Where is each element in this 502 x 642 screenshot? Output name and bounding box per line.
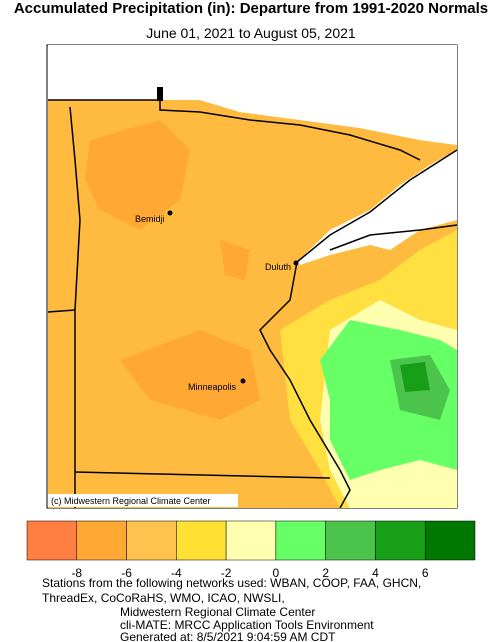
legend-swatch — [275, 520, 326, 561]
credit: (c) Midwestern Regional Climate Center — [51, 496, 211, 506]
city-label: Minneapolis — [188, 382, 237, 392]
footer-line: Generated at: 8/5/2021 9:04:59 AM CDT — [120, 630, 336, 642]
legend-swatch — [126, 520, 177, 561]
legend-tick-label: 0 — [273, 566, 280, 580]
legend-swatch — [225, 520, 277, 561]
legend: -8 -6 -4 -2 0 2 4 6 — [26, 520, 476, 580]
legend-swatch — [76, 520, 127, 561]
map: Bemidji Duluth Minneapolis (c) Midwester… — [46, 44, 458, 509]
legend-tick-label: 4 — [372, 566, 379, 580]
legend-tick-label: 6 — [422, 566, 429, 580]
footer-line: cli-MATE: MRCC Application Tools Environ… — [120, 618, 374, 632]
city-label: Bemidji — [135, 214, 165, 224]
legend-tick-label: 2 — [322, 566, 329, 580]
legend-tick-label: -2 — [221, 566, 232, 580]
city-label: Duluth — [265, 262, 291, 272]
legend-swatch — [176, 520, 227, 561]
legend-swatch — [26, 520, 78, 561]
footer-line: Midwestern Regional Climate Center — [120, 605, 315, 619]
title: Accumulated Precipitation (in): Departur… — [14, 0, 488, 17]
legend-tick-label: -6 — [121, 566, 132, 580]
legend-tick-label: -8 — [71, 566, 82, 580]
legend-swatch — [325, 520, 376, 561]
footer-line: Stations from the following networks use… — [42, 576, 421, 590]
legend-tick-label: -4 — [171, 566, 182, 580]
subtitle: June 01, 2021 to August 05, 2021 — [146, 25, 356, 41]
legend-swatch — [424, 520, 476, 561]
legend-swatch — [375, 520, 426, 561]
footer-line: ThreadEx, CoCoRaHS, WMO, ICAO, NWSLI, — [42, 591, 285, 605]
